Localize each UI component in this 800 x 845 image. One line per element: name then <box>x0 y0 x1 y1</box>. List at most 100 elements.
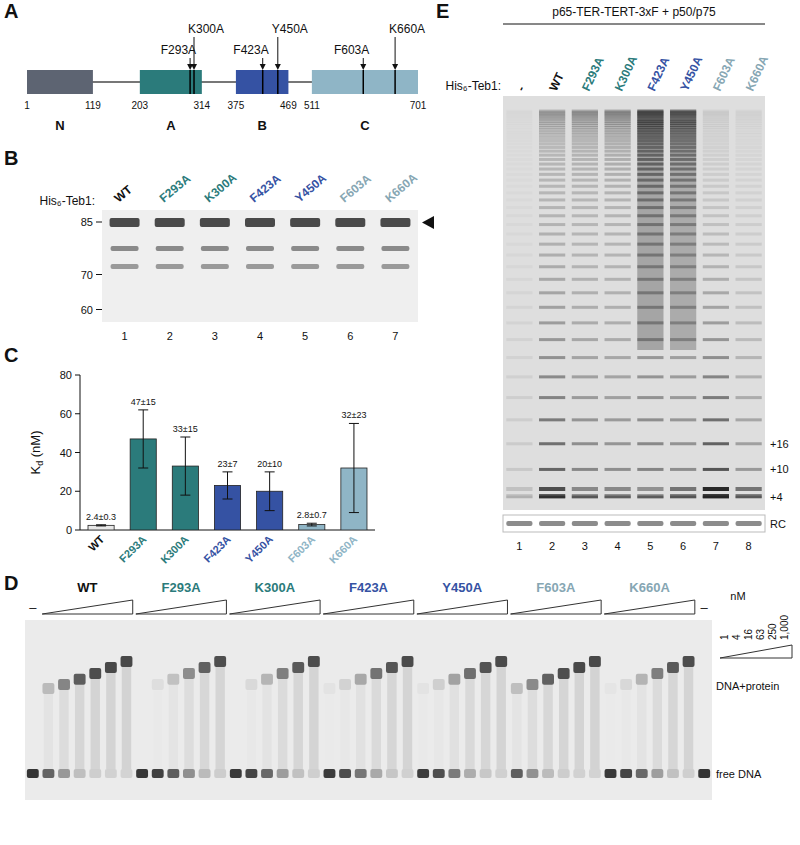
product-band <box>572 163 598 166</box>
product-band <box>670 375 696 378</box>
product-band <box>703 233 729 236</box>
residue-number: 701 <box>410 100 427 111</box>
x-tick-label: Y450A <box>243 533 275 565</box>
complex-band <box>558 668 570 679</box>
lane-number: 1 <box>516 540 522 552</box>
y-tick-label: 60 <box>60 408 72 420</box>
product-band <box>539 356 565 359</box>
rc-band <box>605 521 631 526</box>
product-band <box>539 494 565 498</box>
free-dna-band <box>698 769 710 778</box>
product-band <box>703 198 729 201</box>
smear <box>200 673 209 769</box>
product-band <box>703 173 729 176</box>
product-band <box>539 291 565 294</box>
lane-label: K660A <box>382 170 420 205</box>
complex-band <box>464 668 476 679</box>
rc-label: RC <box>770 518 786 530</box>
complex-band <box>339 679 351 690</box>
arrowhead <box>422 216 434 229</box>
product-band <box>736 191 762 194</box>
product-band <box>539 243 565 246</box>
complex-band <box>542 674 554 685</box>
lane-number: 6 <box>680 540 686 552</box>
free-dna-band <box>542 769 554 778</box>
free-dna-band <box>620 769 632 778</box>
mutation-arrow <box>395 37 396 66</box>
lane-label: WT <box>546 70 567 93</box>
smear <box>153 690 162 769</box>
protein-band <box>291 264 319 269</box>
smear <box>184 679 193 769</box>
error-cap <box>180 437 190 438</box>
product-band <box>605 291 631 294</box>
product-band <box>637 168 663 171</box>
product-band <box>637 306 663 309</box>
free-dna-band <box>339 769 351 778</box>
product-band <box>703 168 729 171</box>
gel <box>102 210 418 322</box>
product-band <box>703 133 729 136</box>
product-band <box>736 173 762 176</box>
product-band <box>736 265 762 268</box>
product-band <box>637 109 663 112</box>
mutation-site <box>262 70 264 94</box>
complex-band <box>58 679 70 690</box>
free-dna-band <box>308 769 320 778</box>
product-band <box>670 206 696 209</box>
domain-box <box>140 70 202 94</box>
y-tick <box>75 413 80 414</box>
free-dna-band <box>573 769 585 778</box>
protein-band <box>110 218 140 227</box>
product-band <box>736 185 762 188</box>
product-band <box>670 191 696 194</box>
smear <box>653 679 662 769</box>
y-axis-label-part: K <box>28 466 43 475</box>
free-dna-band <box>667 769 679 778</box>
product-band <box>637 185 663 188</box>
product-band <box>703 109 729 112</box>
product-band <box>506 321 532 324</box>
product-band <box>736 136 762 139</box>
product-band <box>506 185 532 188</box>
marker-label: 85 <box>81 216 93 228</box>
product-band <box>736 206 762 209</box>
product-band <box>637 223 663 226</box>
product-band <box>670 243 696 246</box>
product-band <box>506 150 532 153</box>
panel-label: D <box>4 572 18 594</box>
product-band <box>506 206 532 209</box>
error-bar <box>223 472 233 499</box>
free-dna-band <box>651 769 663 778</box>
free-dna-band <box>167 769 179 778</box>
lane-number: 4 <box>615 540 621 552</box>
group-label: F293A <box>162 580 202 595</box>
smear <box>590 667 599 769</box>
product-band <box>703 191 729 194</box>
error-line <box>227 472 228 499</box>
product-band <box>539 109 565 112</box>
complex-band <box>683 656 695 667</box>
product-band <box>539 206 565 209</box>
product-band <box>539 338 565 341</box>
product-band <box>506 136 532 139</box>
product-band <box>539 142 565 145</box>
free-dna-band <box>121 769 133 778</box>
product-band <box>572 468 598 471</box>
product-band <box>637 133 663 136</box>
mutation-label: K300A <box>188 22 224 36</box>
product-band <box>605 142 631 145</box>
product-band <box>572 418 598 421</box>
x-tick-label: F423A <box>201 533 233 565</box>
product-band <box>506 278 532 281</box>
mutation-label: Y450A <box>272 22 308 36</box>
product-band <box>572 191 598 194</box>
product-band <box>670 214 696 217</box>
product-band <box>736 168 762 171</box>
smear <box>418 694 427 769</box>
smear <box>606 694 615 769</box>
smear <box>75 685 84 769</box>
product-band <box>703 468 729 471</box>
protein-band <box>156 264 184 269</box>
product-band <box>539 487 565 491</box>
